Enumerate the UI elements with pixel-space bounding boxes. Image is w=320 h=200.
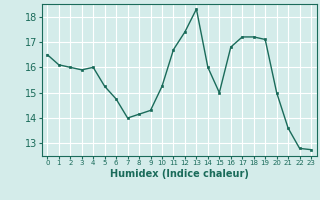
X-axis label: Humidex (Indice chaleur): Humidex (Indice chaleur) bbox=[110, 169, 249, 179]
